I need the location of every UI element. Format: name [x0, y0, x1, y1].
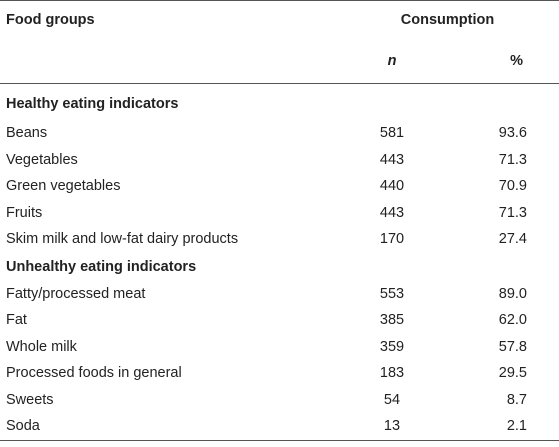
food-cell: Soda — [0, 413, 336, 441]
percent-header: % — [448, 38, 559, 84]
food-cell: Processed foods in general — [6, 365, 182, 382]
n-cell: 54 — [383, 391, 401, 408]
subheader-row: n % — [0, 38, 559, 84]
food-cell: Vegetables — [6, 151, 78, 168]
table-row: Processed foods in general 183 29.5 — [0, 360, 559, 387]
percent-cell: 8.7 — [506, 391, 527, 408]
table-row: Whole milk 359 57.8 — [0, 334, 559, 361]
table-row: Fat 385 62.0 — [0, 307, 559, 334]
n-cell: 183 — [379, 365, 405, 382]
table-row: Beans 581 93.6 — [0, 120, 559, 147]
n-cell: 443 — [379, 151, 405, 168]
table-row: Skim milk and low-fat dairy products 170… — [0, 226, 559, 253]
table-row: Sweets 54 8.7 — [0, 387, 559, 414]
section-row-unhealthy: Unhealthy eating indicators — [0, 253, 559, 281]
food-cell: Beans — [6, 125, 48, 142]
section-row-healthy: Healthy eating indicators — [0, 84, 559, 121]
food-cell: Whole milk — [6, 338, 77, 355]
percent-cell: 29.5 — [498, 365, 527, 382]
empty-header-cell — [0, 38, 336, 84]
table-row: Fatty/processed meat 553 89.0 — [0, 281, 559, 308]
percent-cell: 71.3 — [498, 204, 527, 221]
table-row: Green vegetables 440 70.9 — [0, 173, 559, 200]
n-cell: 440 — [379, 178, 405, 195]
percent-cell: 57.8 — [498, 338, 527, 355]
food-cell: Green vegetables — [6, 178, 121, 195]
food-cell: Skim milk and low-fat dairy products — [6, 231, 239, 248]
table-row: Vegetables 443 71.3 — [0, 147, 559, 174]
food-groups-header: Food groups — [0, 0, 336, 38]
percent-cell: 71.3 — [498, 151, 527, 168]
food-cell: Sweets — [6, 391, 54, 408]
n-header: n — [336, 38, 448, 84]
consumption-header: Consumption — [336, 0, 559, 38]
n-cell: 170 — [379, 231, 405, 248]
n-cell: 443 — [379, 204, 405, 221]
table-body: Healthy eating indicators Beans 581 93.6… — [0, 84, 559, 441]
n-cell: 553 — [379, 285, 405, 302]
table-row: Fruits 443 71.3 — [0, 200, 559, 227]
percent-cell: 89.0 — [498, 285, 527, 302]
percent-cell: 27.4 — [498, 231, 527, 248]
n-cell: 581 — [379, 125, 405, 142]
food-cell: Fat — [6, 312, 27, 329]
n-cell: 359 — [379, 338, 405, 355]
percent-cell: 2.1 — [448, 413, 559, 441]
percent-cell: 93.6 — [498, 125, 527, 142]
percent-cell: 70.9 — [498, 178, 527, 195]
table-header: Food groups Consumption n % — [0, 0, 559, 84]
section-title: Healthy eating indicators — [6, 95, 179, 112]
header-row: Food groups Consumption — [0, 0, 559, 38]
section-title: Unhealthy eating indicators — [6, 258, 197, 275]
table-row: Soda 13 2.1 — [0, 413, 559, 441]
food-cell: Fruits — [6, 204, 43, 221]
n-cell: 13 — [336, 413, 448, 441]
n-cell: 385 — [379, 312, 405, 329]
food-cell: Fatty/processed meat — [6, 285, 146, 302]
percent-cell: 62.0 — [498, 312, 527, 329]
